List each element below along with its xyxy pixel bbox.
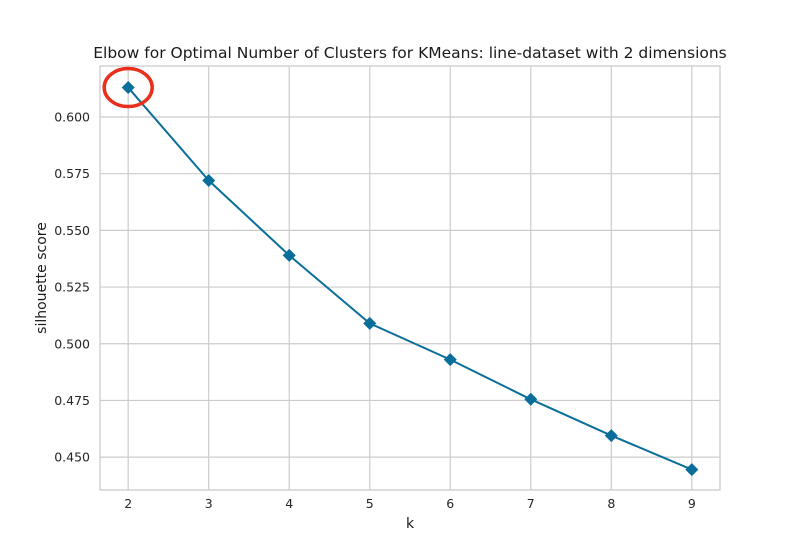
- x-axis-label: k: [406, 516, 415, 532]
- chart-title: Elbow for Optimal Number of Clusters for…: [93, 44, 727, 62]
- x-tick-label: 2: [124, 496, 132, 511]
- y-tick-label: 0.475: [54, 393, 90, 408]
- x-tick-label: 6: [446, 496, 454, 511]
- data-point-marker: [524, 392, 538, 406]
- x-tick-label: 7: [527, 496, 535, 511]
- y-tick-label: 0.525: [54, 280, 90, 295]
- x-tick-label: 8: [607, 496, 615, 511]
- data-point-marker: [282, 248, 296, 262]
- x-tick-label: 9: [688, 496, 696, 511]
- x-tick-label: 3: [205, 496, 213, 511]
- data-point-marker: [443, 353, 457, 367]
- y-tick-label: 0.600: [54, 110, 90, 125]
- y-axis-label: silhouette score: [34, 222, 50, 334]
- data-point-marker: [121, 81, 135, 95]
- x-tick-labels: 2 3 4 5 6 7 8 9: [124, 496, 696, 511]
- data-point-marker: [202, 174, 216, 188]
- grid: [100, 66, 720, 490]
- series-line: [127, 86, 693, 471]
- data-point-marker: [685, 463, 699, 477]
- highlight-circle: [102, 66, 154, 109]
- y-tick-label: 0.500: [54, 336, 90, 351]
- plot-frame: [99, 65, 721, 491]
- data-points: [121, 81, 699, 477]
- y-tick-label: 0.575: [54, 166, 90, 181]
- x-tick-label: 4: [285, 496, 293, 511]
- data-point-marker: [363, 316, 377, 330]
- highlight-group: [102, 66, 154, 109]
- x-tick-label: 5: [366, 496, 374, 511]
- y-tick-labels: 0.450 0.475 0.500 0.525 0.550 0.575 0.600: [54, 110, 90, 465]
- y-tick-label: 0.550: [54, 223, 90, 238]
- series-line-group: [127, 86, 693, 471]
- y-tick-label: 0.450: [54, 450, 90, 465]
- data-point-marker: [604, 429, 618, 443]
